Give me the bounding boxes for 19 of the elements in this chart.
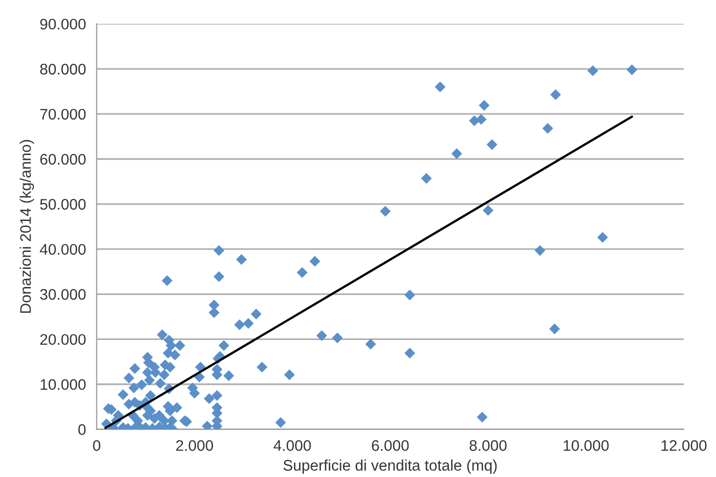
- y-tick-label: 60.000: [40, 154, 86, 165]
- x-tick-label: 4.000: [274, 440, 311, 451]
- y-tick-label: 30.000: [40, 289, 86, 300]
- y-tick-label: 40.000: [40, 244, 86, 255]
- y-tick-label: 90.000: [40, 18, 86, 30]
- x-tick-label: 12.000: [662, 440, 707, 451]
- y-tick-label: 10.000: [40, 379, 86, 390]
- x-tick-label: 10.000: [564, 440, 609, 451]
- y-tick-label: 20.000: [40, 334, 86, 345]
- x-tick-label: 6.000: [372, 440, 409, 451]
- x-tick-label: 2.000: [176, 440, 214, 451]
- y-tick-label: 80.000: [40, 64, 86, 75]
- y-tick-label: 50.000: [40, 198, 86, 210]
- y-tick-label: 0: [78, 424, 86, 435]
- x-axis-title: Superficie di vendita totale (mq): [284, 460, 497, 474]
- x-tick-label: 8.000: [470, 440, 507, 451]
- y-axis-title: Donazioni 2014 (kg/anno): [20, 140, 34, 313]
- y-tick-label: 70.000: [40, 108, 86, 120]
- x-tick-label: 0: [93, 440, 100, 451]
